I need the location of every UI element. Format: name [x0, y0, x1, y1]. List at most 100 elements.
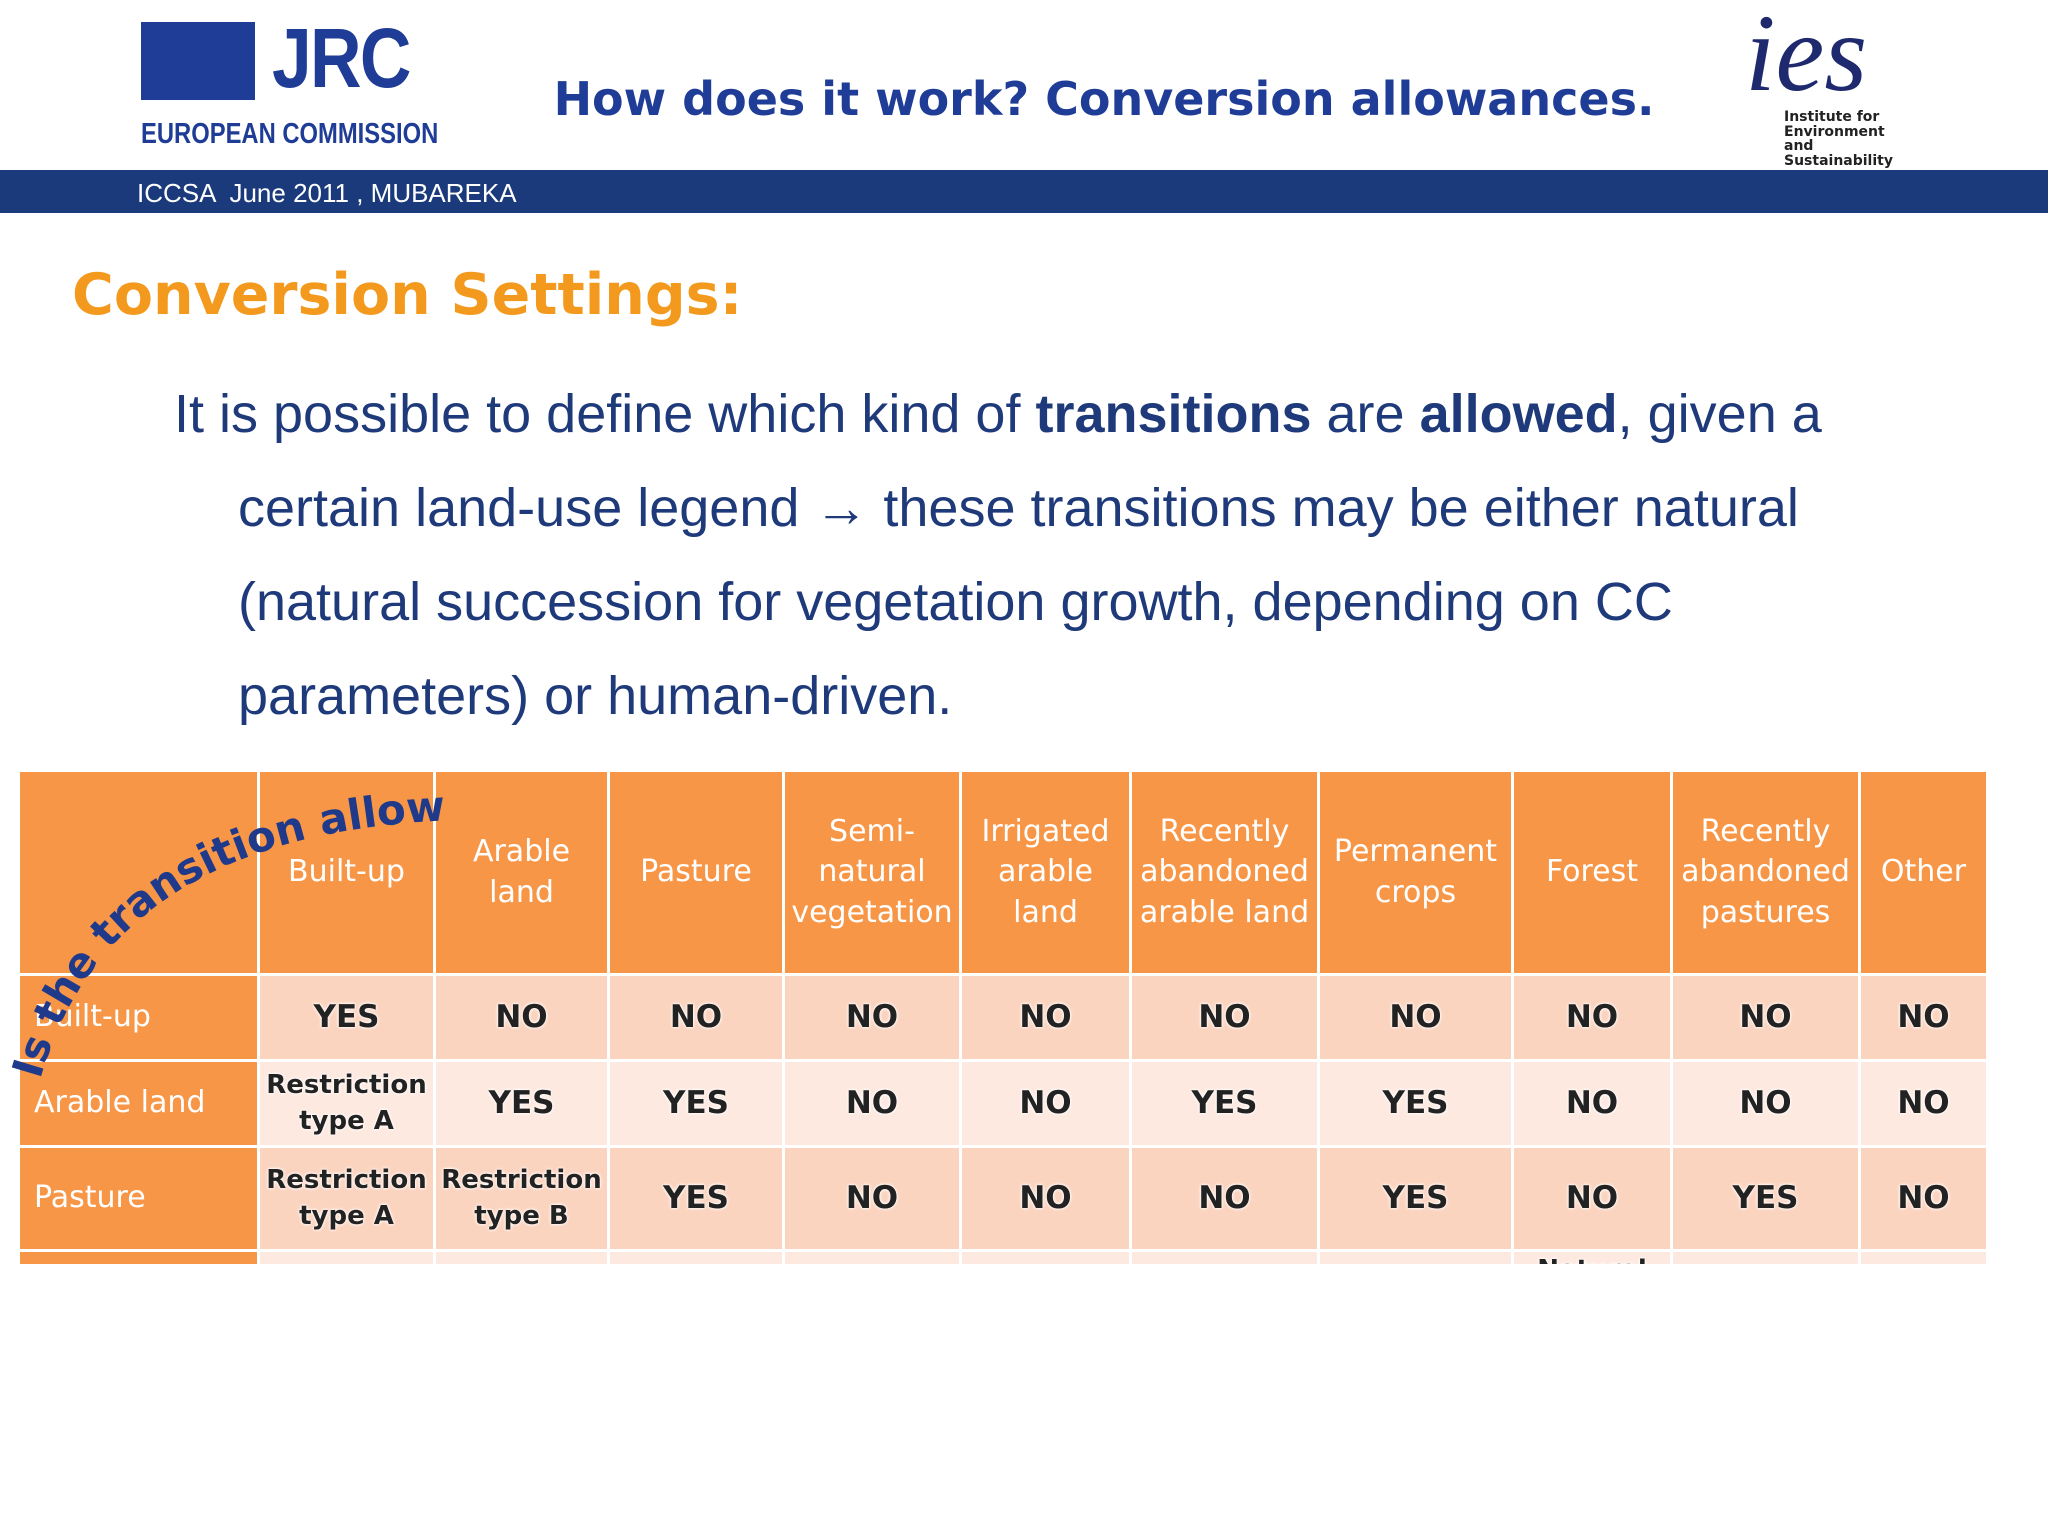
table-cell: NO	[1514, 976, 1670, 1059]
table-cell: YES	[260, 976, 433, 1059]
column-header: Pasture	[610, 772, 782, 973]
table-cell: NO	[1132, 1252, 1317, 1264]
ies-logo: ies	[1745, 0, 1868, 114]
column-header: Permanent crops	[1320, 772, 1511, 973]
cell-text: Arable land	[472, 834, 571, 910]
cell-text: Recently abandoned pastures	[1681, 813, 1850, 930]
bold-text: transitions	[1035, 384, 1312, 444]
table-cell: NO	[785, 1362, 959, 1400]
table-cell: NO	[1861, 1148, 1986, 1249]
cell-text: YES	[1191, 1084, 1258, 1121]
cell-text: Natural succession type M	[1512, 1254, 1672, 1356]
cell-text: Permanent crops	[1333, 834, 1498, 910]
column-header: Semi-natural vegetation	[785, 772, 959, 973]
cell-text: NO	[1897, 1286, 1950, 1323]
table-cell: Restriction type A	[610, 1252, 782, 1338]
cell-text: NO	[1897, 1084, 1950, 1121]
cell-text: NO	[1019, 1084, 1072, 1121]
table-cell: Restriction type A	[260, 1062, 433, 1145]
table-cell: Restriction type C	[436, 1252, 607, 1338]
table-cell: NO	[1861, 1252, 1986, 1323]
table-cell: Natural succession type M	[1512, 1252, 1672, 1356]
cell-text: NO	[845, 1084, 899, 1121]
cell-text: NO	[1019, 998, 1072, 1035]
table-cell: NO	[962, 976, 1129, 1059]
cell-text: YES	[663, 1084, 729, 1121]
column-header: Recently abandoned pastures	[1673, 772, 1858, 973]
column-header: Other	[1861, 772, 1986, 973]
table-cell: NO	[260, 1362, 433, 1400]
cell-text: NO	[1565, 1084, 1619, 1121]
cell-text: Pasture	[34, 1180, 146, 1216]
cell-text: NO	[1389, 1383, 1441, 1400]
table-cell: YES	[962, 1362, 1129, 1400]
slide-title: How does it work? Conversion allowances.	[553, 72, 1655, 126]
band-text: ICCSA June 2011 , MUBAREKA	[137, 178, 517, 208]
cell-text: NO	[670, 1383, 722, 1400]
table-cell: YES	[610, 1148, 782, 1249]
column-header: Recently abandoned arable land	[1132, 772, 1317, 973]
cell-text: YES	[1382, 1179, 1449, 1216]
row-header: Semi-natural vegetation	[20, 1252, 257, 1264]
cell-text: YES	[488, 1084, 555, 1121]
cell-text: NO	[1198, 1383, 1250, 1400]
table-cell: NO	[1861, 1362, 1986, 1400]
cell-text: NO	[1897, 1383, 1949, 1400]
table-cell: NO	[1673, 1062, 1858, 1145]
cell-text: Restriction type A	[266, 1165, 427, 1231]
organization: EUROPEAN COMMISSION	[141, 118, 439, 150]
table-cell: NO	[785, 1062, 959, 1145]
table-cell: NO	[1673, 976, 1858, 1059]
cell-text: NO	[1198, 998, 1251, 1035]
eu-flag	[141, 22, 255, 100]
cell-text: Restriction type C	[441, 1272, 602, 1338]
cell-text: NO	[1565, 1179, 1619, 1216]
table-cell: NO	[436, 1362, 607, 1400]
cell-text: YES	[663, 1179, 729, 1216]
cell-text: NO	[1019, 1286, 1072, 1323]
table-cell: YES	[1320, 1062, 1511, 1145]
cell-text: NO	[495, 998, 548, 1035]
cell-text: YES	[839, 1286, 905, 1323]
cell-text: NO	[845, 1179, 899, 1216]
cell-text: NO	[845, 998, 899, 1035]
table-cell: Restriction type B	[436, 1148, 607, 1249]
table-cell: NO	[1673, 1252, 1858, 1264]
table-cell: NO	[1673, 1362, 1858, 1400]
column-header: Built-up	[260, 772, 433, 973]
row-header: Arable land	[20, 1062, 257, 1145]
jrc-logo: JRC	[272, 11, 411, 105]
cell-text: Semi-natural vegetation	[791, 813, 953, 930]
column-header: Irrigated arable land	[962, 772, 1129, 973]
table-cell: Restriction type A	[260, 1148, 433, 1249]
row-header: Irrigated	[20, 1362, 257, 1400]
cell-text: Other	[1880, 854, 1967, 890]
table-cell: NO	[1514, 1148, 1670, 1249]
table-cell: NO	[1861, 1062, 1986, 1145]
cell-text: Arable land	[34, 1085, 206, 1121]
cell-text: Recently abandoned arable land	[1139, 813, 1310, 930]
paragraph: It is possible to define which kind of t…	[174, 367, 1954, 743]
table-cell: YES	[1320, 1148, 1511, 1249]
section-heading: Conversion Settings:	[72, 262, 743, 328]
table-cell: NO	[1132, 1148, 1317, 1249]
cell-text: NO	[1566, 1383, 1618, 1400]
table-cell: NO	[1132, 1362, 1317, 1400]
cell-text: Pasture	[640, 854, 752, 890]
cell-text: Restriction type A	[615, 1272, 777, 1338]
cell-text: YES	[1382, 1084, 1449, 1121]
cell-text: NO	[846, 1383, 898, 1400]
cell-text: YES	[313, 998, 380, 1035]
cell-text: NO	[1389, 998, 1442, 1035]
cell-text: YES	[1732, 1179, 1799, 1216]
table-cell: YES	[785, 1252, 959, 1323]
table-cell: Restriction type A	[260, 1252, 433, 1264]
corner-cell	[20, 772, 257, 973]
cell-text: NO	[1897, 1179, 1950, 1216]
cell-text: NO	[1198, 1179, 1251, 1216]
row-header: Pasture	[20, 1148, 257, 1249]
bold-text: allowed	[1419, 384, 1618, 444]
cell-text: NO	[1897, 998, 1950, 1035]
table-cell: NO	[962, 1148, 1129, 1249]
